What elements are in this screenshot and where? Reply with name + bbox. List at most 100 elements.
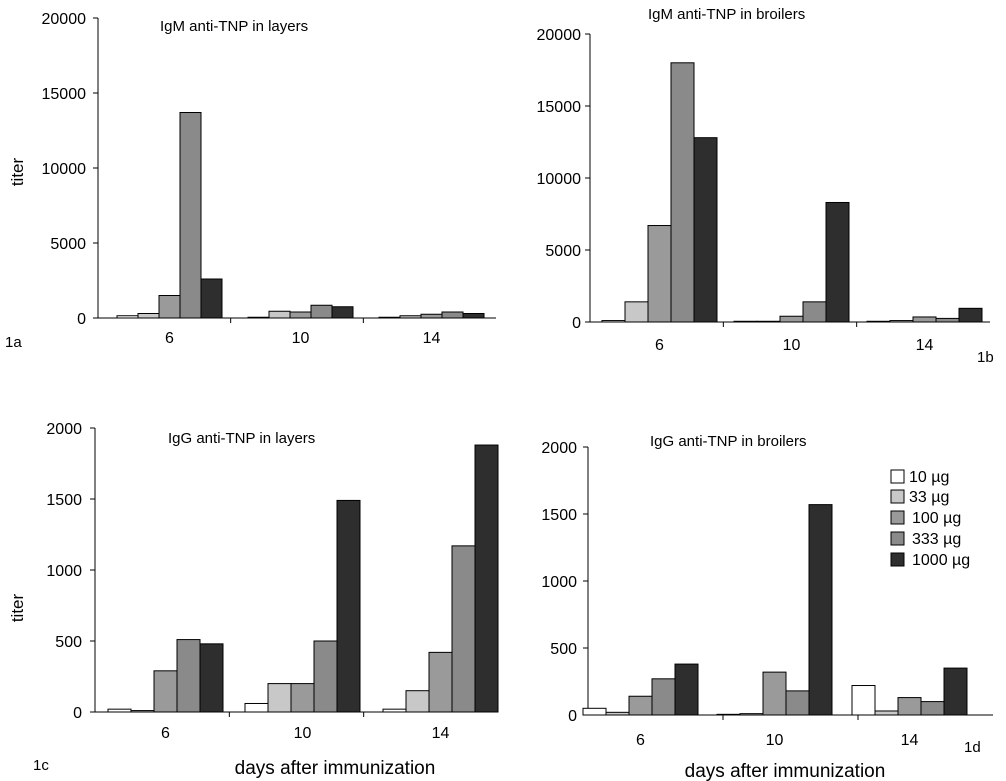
p3-bar-10-10 [716, 713, 741, 716]
legend: 10 µg 33 µg 100 µg 333 µg 1000 µg [890, 469, 970, 569]
p2-bar-6-10 [107, 708, 132, 713]
p3-ytick-label-4: 2000 [541, 440, 577, 457]
p3-bar-6-10 [582, 707, 607, 716]
p1-bar-14-333 [935, 317, 960, 323]
p1-ytick-label-1: 5000 [545, 243, 581, 260]
p1-bar-10-100 [779, 315, 804, 323]
p1-bar-10-333 [802, 301, 827, 323]
p3-bar-14-100 [897, 697, 922, 716]
p1-ytick-label-4: 20000 [537, 27, 582, 44]
legend-swatch-333 [890, 531, 905, 546]
p3-bar-14-1000 [943, 667, 968, 716]
p2-bar-10-33 [267, 683, 292, 713]
legend-swatch-100 [890, 510, 905, 525]
p3-ytick-label-2: 1000 [541, 574, 577, 591]
p0-bar-10-100 [289, 311, 312, 319]
legend-label-100: 100 µg [912, 510, 961, 527]
p3-bar-10-33 [739, 713, 764, 716]
p3-ytick-label-1: 500 [550, 641, 577, 658]
p2-bar-10-100 [290, 683, 315, 713]
p3-xtick-label-14: 14 [901, 732, 919, 749]
p2-ytick-label-0: 0 [73, 705, 82, 722]
p0-bar-6-1000 [200, 278, 223, 319]
legend-label-1000: 1000 µg [912, 552, 970, 569]
panel-c-xlabel: days after immunization [235, 758, 436, 779]
p3-ytick-label-0: 0 [568, 708, 577, 725]
p2-bar-6-33 [130, 710, 155, 713]
p0-bar-14-10 [378, 316, 401, 319]
p2-xtick-label-6: 6 [161, 725, 170, 742]
p1-xtick-label-6: 6 [655, 337, 664, 354]
p0-xtick-label-6: 6 [165, 330, 174, 347]
panel-a-label: 1a [5, 334, 22, 351]
p0-bar-6-33 [137, 313, 160, 319]
panel-a-title: IgM anti-TNP in layers [160, 18, 308, 35]
p2-ytick-label-4: 2000 [46, 421, 82, 438]
p0-bar-10-333 [310, 304, 333, 319]
p2-ytick-label-3: 1500 [46, 492, 82, 509]
panel-c-ylabel: titer [8, 593, 27, 622]
p3-xtick-label-10: 10 [766, 732, 784, 749]
p1-ytick-label-0: 0 [572, 315, 581, 332]
p1-bar-6-1000 [693, 137, 718, 323]
legend-swatch-10 [890, 469, 905, 484]
p0-bar-6-100 [158, 295, 181, 319]
p0-ytick-label-4: 20000 [42, 11, 87, 28]
panel-d-title: IgG anti-TNP in broilers [650, 433, 806, 450]
legend-swatch-1000 [890, 552, 905, 567]
p0-xtick-label-10: 10 [292, 330, 310, 347]
p3-bar-6-100 [628, 695, 653, 716]
p2-ytick-label-2: 1000 [46, 563, 82, 580]
p3-bar-14-333 [920, 701, 945, 716]
p1-bar-6-333 [670, 62, 695, 323]
p3-bar-10-333 [785, 690, 810, 716]
p1-bar-14-100 [912, 316, 937, 323]
p1-bar-10-33 [756, 320, 781, 323]
p0-ytick-label-3: 15000 [42, 86, 87, 103]
p2-bar-10-1000 [336, 499, 361, 713]
p1-bar-14-33 [889, 320, 914, 323]
p2-bar-14-33 [405, 690, 430, 713]
panel-c-title: IgG anti-TNP in layers [168, 430, 315, 447]
p2-xtick-label-14: 14 [432, 725, 450, 742]
p0-bar-10-33 [268, 310, 291, 319]
p2-bar-14-1000 [474, 444, 499, 713]
p3-bar-10-100 [762, 671, 787, 716]
p1-bar-6-33 [624, 301, 649, 323]
p0-ytick-label-1: 5000 [50, 236, 86, 253]
p2-bar-6-333 [176, 639, 201, 713]
p0-bar-6-333 [179, 112, 202, 319]
p3-ytick-label-3: 1500 [541, 507, 577, 524]
p2-xtick-label-10: 10 [294, 725, 312, 742]
p1-bar-6-100 [647, 225, 672, 323]
legend-label-10: 10 µg [909, 469, 949, 486]
p1-ytick-label-2: 10000 [537, 171, 582, 188]
p0-xtick-label-14: 14 [423, 330, 441, 347]
panel-b-label: 1b [977, 349, 994, 366]
p2-bar-6-100 [153, 670, 178, 713]
panel-c-label: 1c [33, 757, 49, 774]
panel-d-xlabel: days after immunization [685, 761, 886, 781]
p0-bar-14-33 [399, 315, 422, 319]
p3-bar-14-10 [851, 685, 876, 716]
legend-label-333: 333 µg [912, 531, 961, 548]
p3-bar-14-33 [874, 710, 899, 716]
p2-ytick-label-1: 500 [55, 634, 82, 651]
legend-label-33: 33 µg [909, 489, 949, 506]
p1-bar-6-10 [601, 320, 626, 323]
p1-bar-14-1000 [958, 307, 983, 323]
p2-bar-14-100 [428, 651, 453, 713]
p2-bar-10-333 [313, 640, 338, 713]
panel-a-ylabel: titer [8, 157, 27, 186]
p1-bar-10-10 [733, 320, 758, 323]
p3-xtick-label-6: 6 [636, 732, 645, 749]
p1-xtick-label-14: 14 [916, 337, 934, 354]
p0-bar-14-100 [420, 313, 443, 319]
panel-d-label: 1d [964, 739, 981, 756]
p3-bar-6-1000 [674, 663, 699, 716]
legend-swatch-33 [890, 489, 905, 504]
p0-ytick-label-0: 0 [77, 311, 86, 328]
p1-ytick-label-3: 15000 [537, 99, 582, 116]
